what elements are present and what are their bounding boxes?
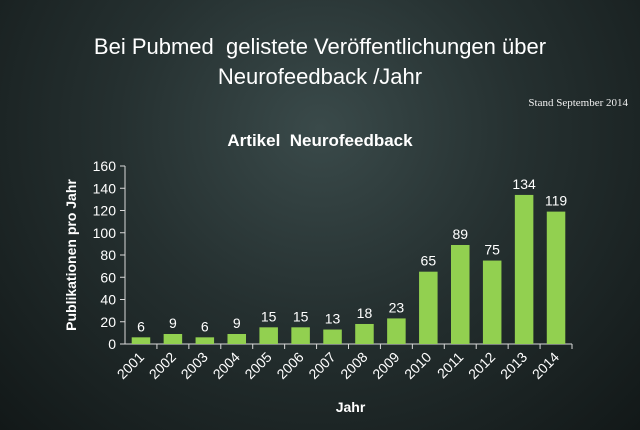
x-tick-label: 2007: [305, 349, 338, 382]
data-label: 65: [421, 253, 437, 269]
y-tick-label: 120: [93, 203, 117, 219]
slide-title-line-1: Bei Pubmed gelistete Veröffentlichungen …: [93, 34, 547, 59]
bar: [355, 323, 374, 344]
bar: [482, 260, 502, 344]
y-tick-label: 20: [100, 314, 116, 330]
x-tick-label: 2005: [241, 349, 274, 382]
data-label: 13: [325, 311, 341, 327]
x-tick-label: 2001: [114, 349, 147, 382]
x-tick-label: 2008: [337, 349, 370, 382]
y-tick-label: 60: [100, 269, 116, 285]
slide-title-line-2: Neurofeedback /Jahr: [217, 64, 423, 89]
y-tick-label: 140: [93, 180, 117, 196]
data-label: 134: [512, 176, 536, 192]
x-tick-label: 2006: [273, 349, 306, 382]
bar: [163, 333, 183, 344]
x-tick-label: 2013: [497, 349, 530, 382]
data-label: 15: [261, 308, 277, 324]
date-note: Stand September 2014: [528, 97, 628, 109]
data-label: 119: [545, 193, 568, 209]
chart-title: Artikel Neurofeedback: [227, 131, 413, 150]
y-tick-label: 100: [93, 225, 117, 241]
x-axis-title: Jahr: [336, 399, 366, 415]
bar: [514, 194, 534, 344]
x-tick-label: 2004: [210, 349, 243, 382]
bar: [227, 333, 247, 344]
data-label: 6: [137, 318, 145, 334]
bar: [131, 337, 151, 344]
data-label: 18: [357, 305, 373, 321]
slide-title: Bei Pubmed gelistete Veröffentlichungen …: [0, 32, 640, 92]
data-label: 6: [201, 318, 209, 334]
bar: [291, 327, 310, 344]
bar: [387, 318, 406, 344]
x-tick-label: 2010: [401, 349, 434, 382]
bar: [546, 211, 566, 344]
x-tick-label: 2009: [369, 349, 402, 382]
data-label: 23: [389, 299, 405, 315]
x-tick-label: 2011: [434, 349, 467, 382]
y-axis-title: Publikationen pro Jahr: [63, 179, 79, 331]
x-tick-label: 2002: [146, 349, 179, 382]
y-tick-label: 0: [108, 336, 116, 352]
y-tick-label: 160: [93, 158, 117, 174]
x-tick-label: 2014: [529, 349, 562, 382]
bar: [450, 244, 470, 344]
data-label: 9: [233, 315, 241, 331]
data-label: 89: [452, 226, 468, 242]
x-tick-label: 2003: [178, 349, 211, 382]
y-tick-label: 80: [100, 247, 116, 263]
bar: [195, 337, 215, 344]
bar: [259, 327, 278, 344]
data-label: 9: [169, 315, 177, 331]
x-tick-label: 2012: [465, 349, 498, 382]
bar: [419, 271, 438, 344]
bar: [323, 329, 342, 344]
data-label: 75: [484, 242, 500, 258]
data-label: 15: [293, 308, 309, 324]
y-tick-label: 40: [100, 292, 116, 308]
